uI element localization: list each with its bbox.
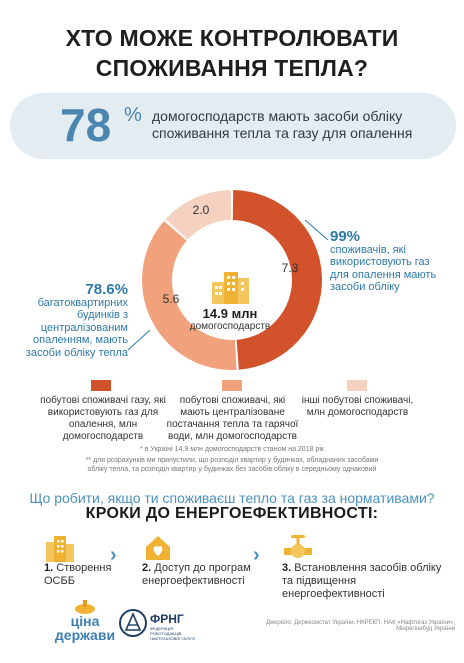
logo1-line2: держави [54, 627, 116, 643]
step-1-num: 1. [44, 562, 54, 574]
slice-gas [232, 190, 322, 370]
building-icon [46, 536, 74, 562]
annotation-lines [127, 219, 329, 351]
stat-text: домогосподарств мають засоби обліку спож… [152, 108, 413, 141]
page-title-line2: СПОЖИВАННЯ ТЕПЛА? [95, 55, 369, 81]
frng-emblem-icon [118, 608, 148, 638]
legend-swatch [347, 380, 367, 391]
legend-item-central-heat: побутові споживачі, які мають централізо… [166, 395, 299, 442]
logo-tsina-derzhavy: ціна держави [50, 600, 120, 642]
donut-center: 14.9 млн домогосподарств [172, 270, 288, 332]
heat-meter-annotation: 78.6% багатоквартирних будинків з центра… [8, 281, 128, 359]
footnote-1: * в Україні 14.9 млн домогосподарств ста… [140, 446, 324, 453]
legend-item-gas: побутові споживачі газу, які використову… [40, 395, 166, 442]
footnote-2: ** для розрахунків ми припустили, що роз… [85, 457, 379, 473]
heat-meter-text: багатоквартирних будинків з централізова… [25, 296, 128, 359]
buildings-icon [212, 272, 249, 304]
heat-meter-pct: 78.6% [85, 281, 128, 298]
stat-unit: % [124, 104, 142, 126]
stat-band [10, 93, 456, 159]
step-3: 3. Встановлення засобів обліку та підвищ… [282, 562, 452, 601]
legend-swatch [222, 380, 242, 391]
chevron-right-icon: › [253, 544, 260, 566]
logo2-sub: ФЕДЕРАЦІЯ РОБОТОДАВЦІВ НАФТОГАЗОВОЇ ГАЛУ… [150, 626, 195, 641]
step-2-num: 2. [142, 562, 152, 574]
sources: Джерело: Держкомстат України, НКРЕКП, НА… [265, 620, 455, 632]
step-3-num: 3. [282, 562, 292, 574]
center-label: домогосподарств [189, 321, 271, 332]
coin-logo-icon [75, 600, 95, 614]
slice-value-label: 5.6 [162, 292, 180, 306]
question-heading: Що робити, якщо ти споживаєш тепло та га… [29, 490, 435, 506]
slice-central-heat [141, 221, 237, 370]
center-value: 14.9 млн [202, 306, 258, 321]
step-1-text: Створення ОСББ [44, 562, 112, 587]
valve-icon [284, 535, 312, 558]
step-3-text: Встановлення засобів обліку та підвищенн… [282, 562, 442, 600]
house-heart-icon [146, 536, 170, 560]
slice-value-label: 7.3 [281, 261, 299, 275]
logo1-line1: ціна [70, 613, 100, 629]
gas-meter-annotation: 99% споживачів, які використовують газ д… [330, 228, 442, 294]
slice-value-label: 2.0 [192, 203, 210, 217]
legend-item-other: інші побутові споживачі, млн домогоспода… [301, 395, 414, 418]
page-title-line1: ХТО МОЖЕ КОНТРОЛЮВАТИ [65, 25, 399, 51]
steps-heading: КРОКИ ДО ЕНЕРГОЕФЕКТИВНОСТІ: [85, 505, 379, 522]
legend-swatch [91, 380, 111, 391]
gas-meter-pct: 99% [330, 228, 361, 245]
step-2-text: Доступ до програм енергоефективності [142, 562, 251, 587]
stat-value: 78 [60, 99, 112, 151]
step-2: 2. Доступ до програм енергоефективності [142, 562, 252, 588]
slice-other [165, 190, 232, 240]
step-1: 1. Створення ОСББ [44, 562, 114, 588]
logo2-name: ФРНГ [150, 612, 184, 626]
gas-meter-text: споживачів, які використовують газ для о… [330, 243, 437, 294]
chevron-right-icon: › [110, 544, 117, 566]
